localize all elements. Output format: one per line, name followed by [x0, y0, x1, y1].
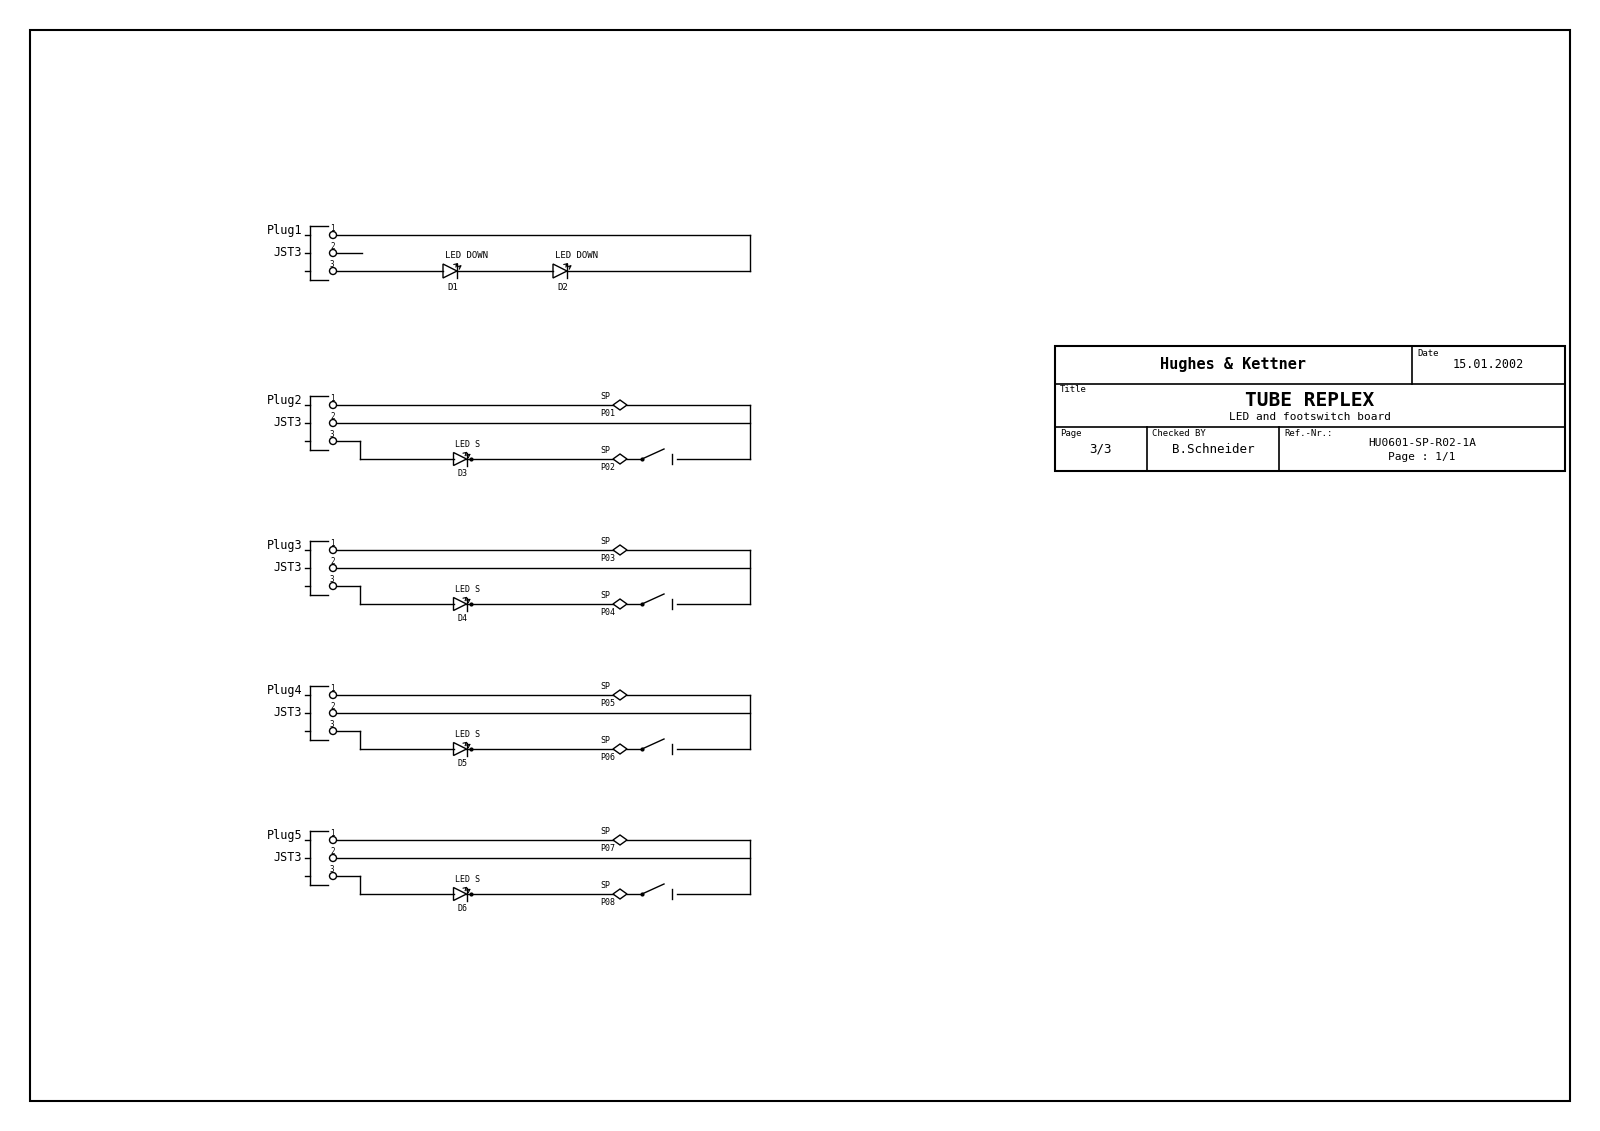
Text: Plug2: Plug2 — [266, 394, 302, 407]
Text: Plug3: Plug3 — [266, 539, 302, 552]
Text: 3: 3 — [330, 575, 334, 584]
Text: 2: 2 — [330, 702, 334, 711]
Text: Plug1: Plug1 — [266, 224, 302, 238]
Text: 3: 3 — [330, 720, 334, 729]
Text: 3: 3 — [330, 430, 334, 439]
Text: B.Schneider: B.Schneider — [1171, 442, 1254, 456]
Text: D1: D1 — [446, 283, 458, 292]
Text: Ref.-Nr.:: Ref.-Nr.: — [1285, 430, 1333, 438]
Text: SP: SP — [600, 682, 610, 691]
Text: 3: 3 — [330, 865, 334, 874]
Text: P08: P08 — [600, 898, 614, 907]
Text: JST3: JST3 — [274, 247, 302, 259]
Text: D3: D3 — [458, 469, 467, 478]
Text: Checked BY: Checked BY — [1152, 430, 1205, 438]
Text: JST3: JST3 — [274, 561, 302, 575]
Text: LED and footswitch board: LED and footswitch board — [1229, 413, 1390, 422]
Text: LED DOWN: LED DOWN — [445, 251, 488, 260]
Text: 1: 1 — [330, 684, 334, 693]
Text: SP: SP — [600, 537, 610, 546]
Text: 15.01.2002: 15.01.2002 — [1453, 359, 1525, 371]
Text: Date: Date — [1418, 349, 1438, 359]
Text: SP: SP — [600, 736, 610, 745]
Text: D2: D2 — [557, 283, 568, 292]
Text: SP: SP — [600, 592, 610, 601]
Text: LED S: LED S — [454, 729, 480, 739]
Text: 1: 1 — [330, 224, 334, 233]
Text: P03: P03 — [600, 554, 614, 563]
Text: 3: 3 — [330, 260, 334, 269]
Text: P06: P06 — [600, 753, 614, 762]
Text: JST3: JST3 — [274, 706, 302, 719]
Text: Plug4: Plug4 — [266, 684, 302, 697]
Text: Title: Title — [1059, 386, 1086, 395]
Bar — [1054, 346, 1565, 470]
Text: 2: 2 — [330, 242, 334, 251]
Text: HU0601-SP-R02-1A: HU0601-SP-R02-1A — [1368, 438, 1477, 448]
Text: LED S: LED S — [454, 875, 480, 884]
Text: JST3: JST3 — [274, 416, 302, 429]
Text: 1: 1 — [330, 394, 334, 403]
Text: 1: 1 — [330, 829, 334, 838]
Text: SP: SP — [600, 392, 610, 402]
Text: P07: P07 — [600, 844, 614, 853]
Text: JST3: JST3 — [274, 851, 302, 864]
Text: 2: 2 — [330, 556, 334, 566]
Text: SP: SP — [600, 446, 610, 455]
Text: LED S: LED S — [454, 585, 480, 594]
Text: LED S: LED S — [454, 440, 480, 449]
Text: P02: P02 — [600, 463, 614, 472]
Text: Page : 1/1: Page : 1/1 — [1389, 452, 1456, 463]
Text: 1: 1 — [330, 539, 334, 549]
Text: P05: P05 — [600, 699, 614, 708]
Text: Page: Page — [1059, 430, 1082, 438]
Text: D6: D6 — [458, 904, 467, 913]
Text: D5: D5 — [458, 759, 467, 768]
Text: TUBE REPLEX: TUBE REPLEX — [1245, 391, 1374, 409]
Text: 3/3: 3/3 — [1090, 442, 1112, 456]
Text: P01: P01 — [600, 409, 614, 418]
Text: SP: SP — [600, 881, 610, 890]
Text: Hughes & Kettner: Hughes & Kettner — [1160, 357, 1307, 372]
Text: 2: 2 — [330, 412, 334, 421]
Text: 2: 2 — [330, 847, 334, 856]
Text: D4: D4 — [458, 614, 467, 623]
Text: Plug5: Plug5 — [266, 829, 302, 841]
Text: LED DOWN: LED DOWN — [555, 251, 598, 260]
Text: SP: SP — [600, 827, 610, 836]
Text: P04: P04 — [600, 608, 614, 618]
